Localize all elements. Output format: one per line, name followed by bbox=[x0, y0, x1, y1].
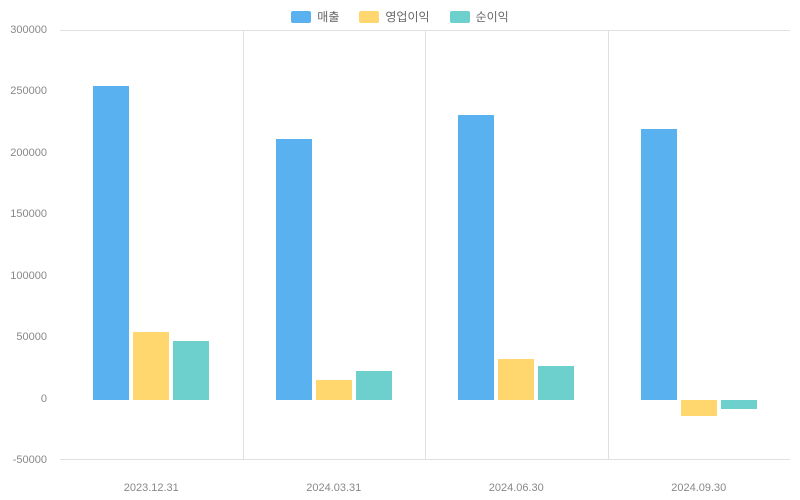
x-tick-label: 2024.03.31 bbox=[306, 482, 361, 494]
plot-area bbox=[60, 30, 790, 460]
legend-swatch-net bbox=[450, 11, 470, 23]
x-tick-label: 2023.12.31 bbox=[124, 482, 179, 494]
bar[interactable] bbox=[173, 341, 209, 400]
bar[interactable] bbox=[93, 86, 129, 399]
bar[interactable] bbox=[458, 115, 494, 400]
bar[interactable] bbox=[316, 380, 352, 400]
legend-swatch-operating bbox=[359, 11, 379, 23]
legend-item[interactable]: 영업이익 bbox=[359, 8, 429, 25]
y-tick-label: 50000 bbox=[0, 331, 47, 343]
legend-label: 순이익 bbox=[476, 8, 509, 25]
y-tick-label: 200000 bbox=[0, 147, 47, 159]
legend-label: 영업이익 bbox=[385, 8, 429, 25]
y-tick-label: 0 bbox=[0, 393, 47, 405]
bar[interactable] bbox=[356, 371, 392, 399]
x-tick-label: 2024.06.30 bbox=[489, 482, 544, 494]
x-tick-label: 2024.09.30 bbox=[671, 482, 726, 494]
x-axis: 2023.12.31 2024.03.31 2024.06.30 2024.09.30 bbox=[60, 470, 790, 500]
bar[interactable] bbox=[681, 400, 717, 416]
bar[interactable] bbox=[721, 400, 757, 410]
financial-bar-chart: 매출 영업이익 순이익 -50000 0 50000 100000 150000 2000… bbox=[0, 0, 800, 500]
grid-line bbox=[608, 31, 609, 459]
legend-item[interactable]: 매출 bbox=[291, 8, 339, 25]
y-tick-label: 300000 bbox=[0, 24, 47, 36]
bar[interactable] bbox=[498, 359, 534, 400]
legend-swatch-revenue bbox=[291, 11, 311, 23]
y-tick-label: 100000 bbox=[0, 270, 47, 282]
grid-line bbox=[243, 31, 244, 459]
grid-line bbox=[425, 31, 426, 459]
y-tick-label: 150000 bbox=[0, 208, 47, 220]
y-tick-label: -50000 bbox=[0, 454, 47, 466]
bar[interactable] bbox=[538, 366, 574, 399]
legend: 매출 영업이익 순이익 bbox=[0, 0, 800, 33]
y-axis: -500000500001000001500002000002500003000… bbox=[0, 30, 55, 460]
y-tick-label: 250000 bbox=[0, 85, 47, 97]
bar[interactable] bbox=[133, 332, 169, 400]
legend-item[interactable]: 순이익 bbox=[450, 8, 509, 25]
legend-label: 매출 bbox=[317, 8, 339, 25]
bar[interactable] bbox=[276, 139, 312, 399]
bar[interactable] bbox=[641, 129, 677, 399]
